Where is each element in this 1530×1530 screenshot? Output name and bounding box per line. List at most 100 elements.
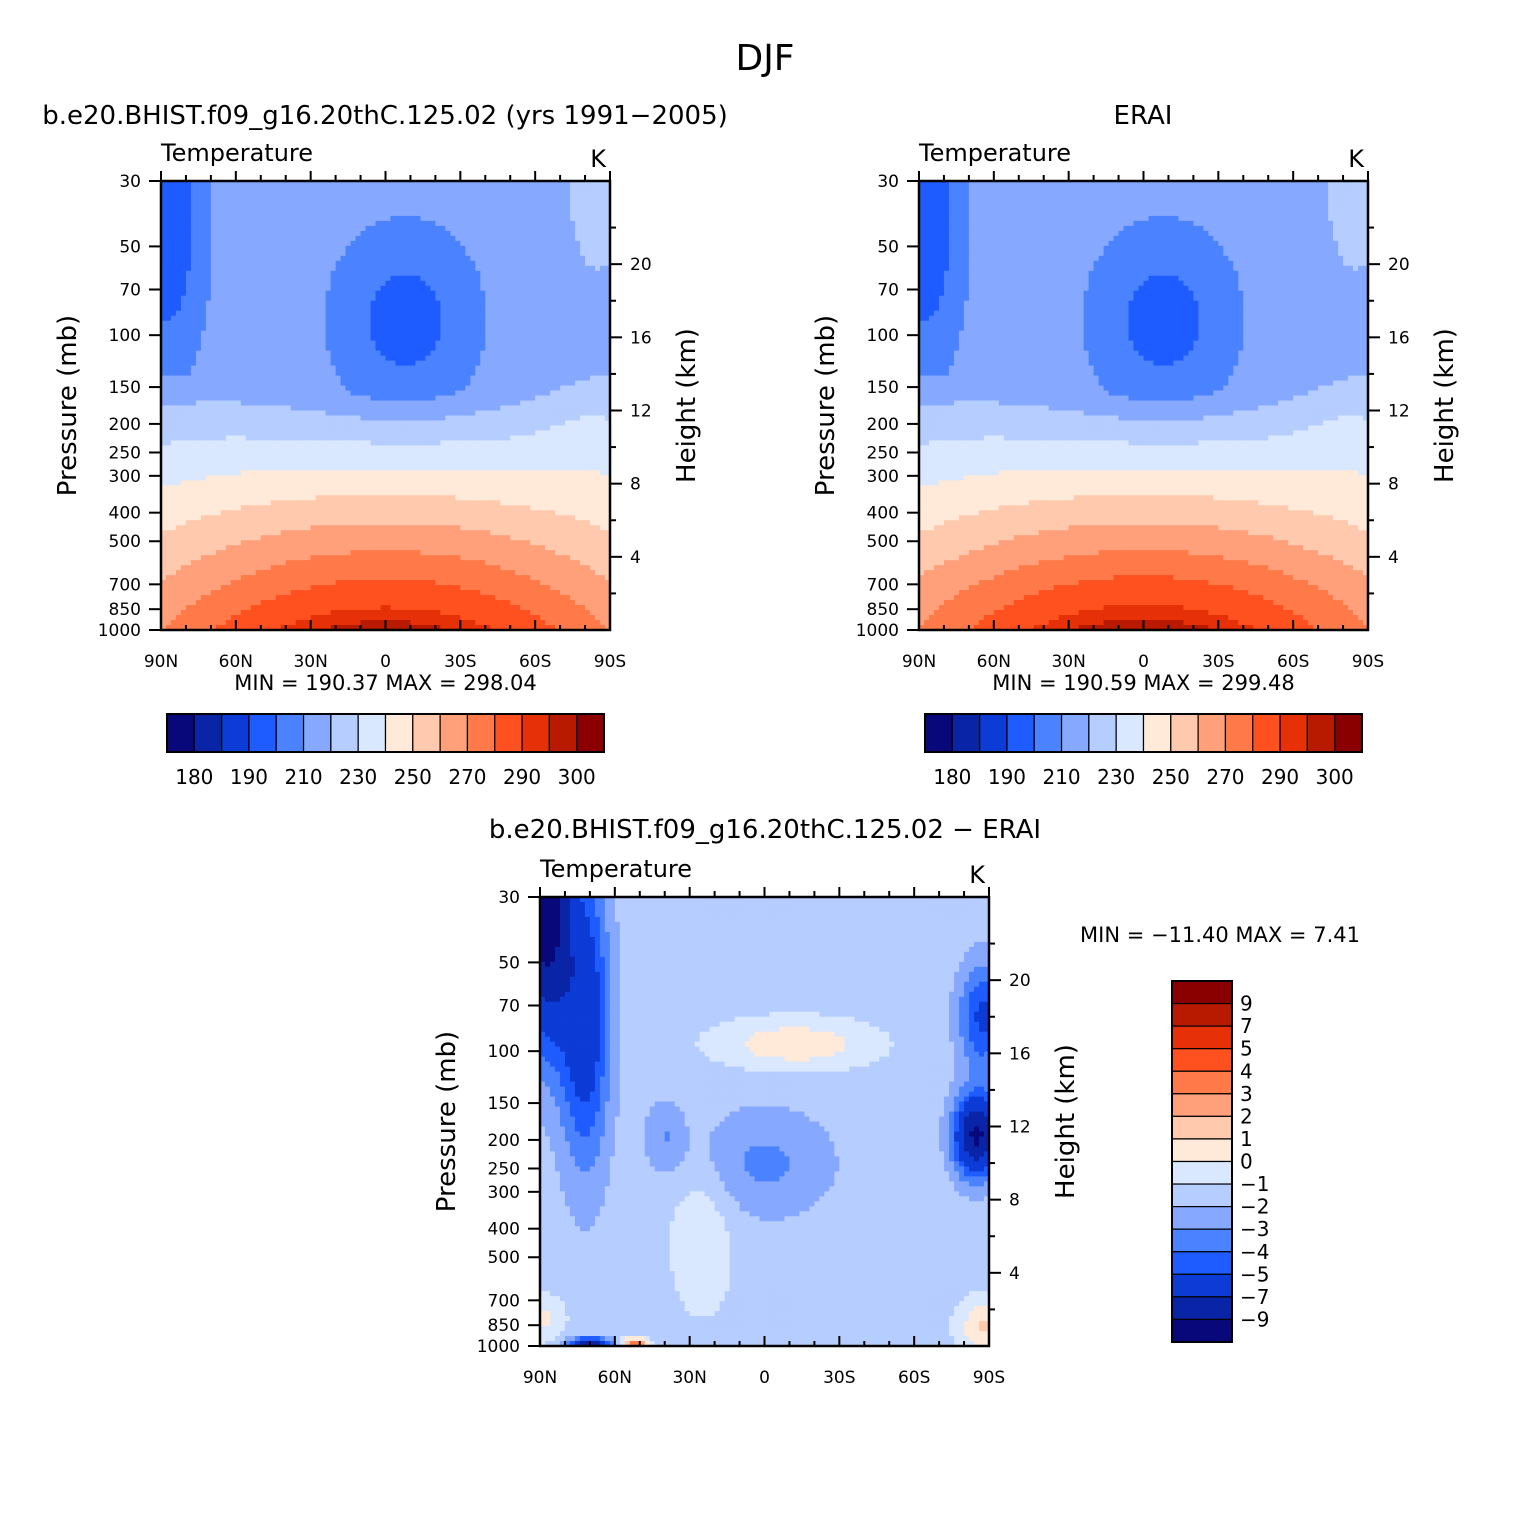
field-cell [205,265,212,272]
field-cell [605,205,611,212]
field-cell [165,235,172,242]
field-cell [560,400,566,407]
field-cell [580,450,586,456]
field-cell [260,260,267,267]
field-cell [230,420,237,427]
field-cell [190,245,197,252]
field-cell [605,345,611,352]
field-cell [330,190,337,197]
field-cell [540,225,546,232]
field-cell [425,410,431,417]
field-cell [370,350,377,357]
field-cell [225,315,232,322]
field-cell [390,225,397,232]
field-cell [545,215,551,222]
field-cell [300,440,307,447]
field-cell [390,260,397,267]
field-cell [540,200,546,207]
field-cell [540,315,546,322]
field-cell [465,360,471,367]
field-cell [250,295,257,302]
field-cell [320,365,327,372]
field-cell [200,215,207,222]
field-cell [335,440,342,447]
field-cell [325,315,332,322]
field-cell [190,380,197,387]
field-cell [275,445,282,451]
field-cell [450,330,456,337]
field-cell [170,405,177,412]
field-cell [290,195,297,202]
field-cell [465,350,471,357]
field-cell [335,345,342,352]
field-cell [395,360,402,367]
field-cell [210,225,217,232]
field-cell [595,220,601,227]
field-cell [575,200,581,207]
field-cell [335,185,342,192]
field-cell [415,245,422,252]
field-cell [500,210,506,217]
field-cell [370,375,377,382]
field-cell [340,270,347,277]
field-cell [260,325,267,332]
field-cell [515,395,521,402]
field-cell [460,290,466,297]
field-cell [475,230,481,237]
field-cell [415,275,422,282]
field-cell [530,190,536,197]
field-cell [210,185,217,192]
field-cell [335,400,342,407]
field-cell [560,205,566,212]
field-cell [540,350,546,357]
field-cell [240,270,247,277]
field-cell [245,275,252,282]
field-cell [590,390,596,397]
field-cell [510,425,516,432]
field-cell [365,295,372,302]
field-cell [535,400,541,407]
field-cell [605,350,611,357]
field-cell [435,315,441,322]
field-cell [290,390,297,397]
field-cell [330,420,337,427]
field-cell [295,305,302,312]
field-cell [230,200,237,207]
field-cell [450,245,456,252]
field-cell [295,290,302,297]
field-cell [395,375,402,382]
field-cell [460,300,466,307]
field-cell [415,250,422,257]
field-cell [165,290,172,297]
field-cell [180,230,187,237]
field-cell [490,350,496,357]
field-cell [295,270,302,277]
field-cell [255,190,262,197]
field-cell [210,435,217,442]
field-cell [520,250,526,257]
field-cell [445,375,451,382]
field-cell [410,205,417,212]
field-cell [440,330,446,337]
field-cell [310,205,317,212]
field-cell [545,420,551,427]
field-cell [180,210,187,217]
field-cell [480,210,486,217]
field-cell [590,405,596,412]
field-cell [360,210,367,217]
field-cell [335,270,342,277]
field-cell [315,225,322,232]
field-cell [330,215,337,222]
field-cell [190,320,197,327]
field-cell [600,340,606,347]
field-cell [290,230,297,237]
field-cell [455,415,461,422]
field-cell [180,440,187,447]
field-cell [275,225,282,232]
field-cell [355,200,362,207]
field-cell [320,215,327,222]
field-cell [320,415,327,422]
field-cell [370,380,377,387]
field-cell [370,440,377,447]
field-cell [290,290,297,297]
